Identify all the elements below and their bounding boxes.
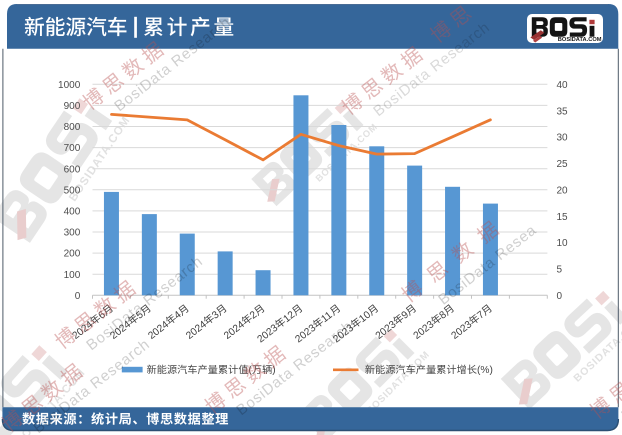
svg-text:100: 100 (64, 270, 81, 281)
svg-text:700: 700 (64, 143, 81, 154)
svg-text:20: 20 (557, 185, 569, 196)
svg-text:500: 500 (64, 185, 81, 196)
svg-text:0: 0 (557, 291, 563, 302)
svg-text:BOSIDATA.COM: BOSIDATA.COM (571, 314, 622, 385)
svg-text:6: 6 (97, 309, 109, 321)
svg-text:10: 10 (557, 238, 569, 249)
svg-text:400: 400 (64, 207, 81, 218)
svg-text:30: 30 (557, 133, 569, 144)
svg-text:200: 200 (64, 249, 81, 260)
svg-text:15: 15 (557, 212, 569, 223)
svg-text:3: 3 (210, 309, 222, 321)
svg-text:5: 5 (557, 265, 563, 276)
svg-text:0: 0 (75, 291, 81, 302)
svg-text:25: 25 (557, 159, 569, 170)
svg-text:600: 600 (64, 164, 81, 175)
svg-text:): ) (272, 365, 275, 376)
svg-text:300: 300 (64, 228, 81, 239)
svg-text:40: 40 (557, 80, 569, 91)
svg-text:2024: 2024 (222, 319, 247, 342)
svg-text:2023: 2023 (450, 319, 475, 342)
svg-text:2023: 2023 (412, 319, 437, 342)
svg-text:35: 35 (557, 106, 569, 117)
svg-text:900: 900 (64, 101, 81, 112)
svg-text:9: 9 (400, 309, 412, 321)
svg-text:2: 2 (248, 309, 260, 321)
svg-text:2024: 2024 (184, 319, 209, 342)
svg-text:BOSIDATA.COM: BOSIDATA.COM (558, 37, 602, 43)
svg-text:1000: 1000 (58, 80, 81, 91)
svg-text:2023: 2023 (256, 323, 281, 346)
svg-text:4: 4 (172, 309, 184, 321)
svg-text:7: 7 (476, 309, 488, 321)
svg-text:5: 5 (134, 309, 146, 321)
svg-text:(%): (%) (477, 365, 493, 376)
svg-text:800: 800 (64, 122, 81, 133)
svg-text:8: 8 (438, 309, 450, 321)
svg-text:2024: 2024 (146, 319, 171, 342)
